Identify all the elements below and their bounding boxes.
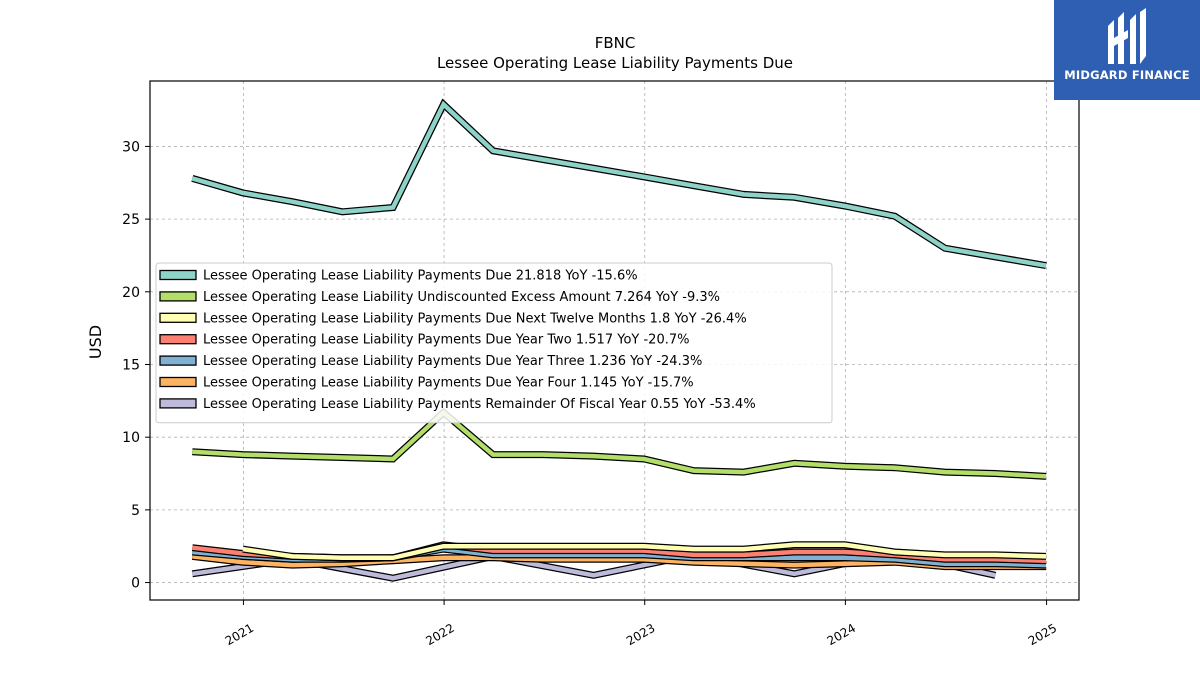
legend-entry: Lessee Operating Lease Liability Undisco… — [203, 290, 720, 305]
legend-swatch — [159, 334, 197, 345]
chart-subtitle: Lessee Operating Lease Liability Payment… — [437, 54, 793, 72]
y-tick-label: 15 — [122, 357, 140, 373]
legend-entry: Lessee Operating Lease Liability Payment… — [203, 269, 638, 284]
legend-swatch — [159, 312, 197, 323]
legend-entry: Lessee Operating Lease Liability Payment… — [203, 354, 702, 369]
legend-entry: Lessee Operating Lease Liability Payment… — [203, 333, 689, 348]
brand-name: MIDGARD FINANCE — [1064, 68, 1190, 82]
legend: Lessee Operating Lease Liability Payment… — [155, 262, 833, 424]
legend-entry: Lessee Operating Lease Liability Payment… — [203, 311, 747, 326]
series-line-outline — [191, 98, 1047, 270]
legend-swatch — [159, 376, 197, 388]
legend-swatch — [159, 269, 197, 281]
legend-entry: Lessee Operating Lease Liability Payment… — [203, 397, 756, 412]
y-tick-label: 30 — [122, 139, 140, 155]
y-axis-label: USD — [86, 325, 105, 359]
legend-swatch — [159, 291, 197, 302]
legend-box — [155, 262, 833, 424]
y-tick-label: 5 — [131, 503, 140, 519]
y-tick-label: 25 — [122, 212, 140, 228]
x-tick-label: 2022 — [423, 621, 456, 648]
brand-logo-mark — [1108, 8, 1146, 64]
series-line — [191, 98, 1047, 270]
y-tick-label: 10 — [122, 430, 140, 446]
series-line — [192, 407, 1047, 480]
series-line-fill — [192, 409, 1047, 479]
brand-logo: MIDGARD FINANCE — [1054, 0, 1200, 100]
x-tick-label: 2021 — [223, 621, 256, 648]
legend-swatch — [159, 398, 197, 409]
x-tick-label: 2025 — [1026, 621, 1059, 648]
legend-entry: Lessee Operating Lease Liability Payment… — [203, 376, 694, 391]
y-tick-label: 0 — [131, 576, 140, 592]
series-layer — [191, 98, 1047, 582]
x-tick-label: 2023 — [624, 621, 657, 648]
series-line — [242, 541, 1047, 562]
chart-title: FBNC — [595, 34, 636, 52]
x-tick-label: 2024 — [825, 621, 858, 648]
y-tick-label: 20 — [122, 285, 140, 301]
legend-swatch — [159, 355, 197, 366]
plot-frame — [149, 80, 1080, 601]
series-line-fill — [191, 100, 1047, 268]
series-line-fill — [242, 542, 1047, 561]
